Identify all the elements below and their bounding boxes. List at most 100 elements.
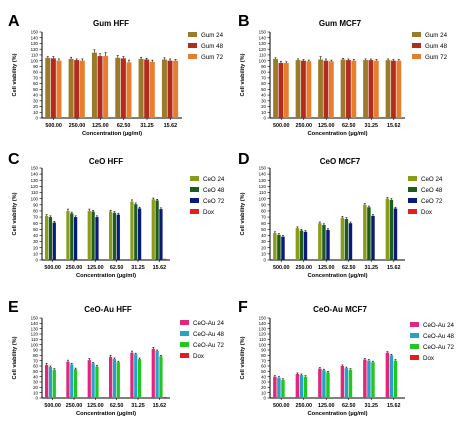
x-tick-label: 125.00 — [92, 123, 109, 129]
y-tick-label: 120 — [31, 184, 39, 189]
x-axis-label: Concentration (µg/ml) — [76, 273, 136, 279]
legend-label: CeO-Au 72 — [423, 344, 455, 351]
x-tick-label: 15.62 — [387, 265, 401, 271]
y-tick-label: 0 — [36, 116, 39, 121]
y-tick-label: 40 — [33, 374, 38, 379]
bar-a-s2-c2 — [103, 56, 109, 118]
legend-swatch — [408, 187, 417, 192]
y-tick-label: 70 — [261, 358, 266, 363]
legend-swatch — [180, 342, 189, 347]
bar-f-s1-c3 — [344, 368, 349, 398]
bar-f-s0-c5 — [385, 352, 390, 398]
y-axis-label: Cell viability (%) — [240, 336, 246, 379]
y-tick-label: 40 — [261, 233, 266, 238]
x-axis-label: Concentration (µg/ml) — [307, 411, 367, 417]
chart-panel-e: E CeO-Au HFF01020304050607080901001101201… — [8, 299, 225, 417]
y-tick-label: 100 — [31, 58, 39, 63]
bar-e-s2-c5 — [159, 356, 163, 398]
y-tick-label: 120 — [259, 47, 267, 52]
y-tick-label: 50 — [33, 369, 38, 374]
bar-b-s1-c4 — [368, 60, 374, 118]
y-tick-label: 140 — [259, 321, 267, 326]
y-tick-label: 90 — [33, 64, 38, 69]
bar-a-s1-c2 — [97, 56, 103, 118]
bar-c-s1-c5 — [155, 200, 159, 260]
bar-e-s2-c2 — [95, 366, 99, 398]
legend-swatch — [190, 176, 199, 181]
legend-swatch — [412, 43, 421, 48]
legend-swatch — [180, 320, 189, 325]
bar-f-s2-c0 — [281, 379, 285, 398]
x-tick-label: 15.62 — [153, 403, 167, 409]
x-tick-label: 31.25 — [131, 265, 145, 271]
y-tick-label: 120 — [259, 332, 267, 337]
y-tick-label: 150 — [259, 166, 267, 171]
bar-c-s0-c1 — [66, 210, 70, 260]
y-tick-label: 130 — [259, 326, 267, 331]
bar-b-s0-c2 — [318, 59, 323, 118]
x-tick-label: 125.00 — [87, 265, 104, 271]
x-tick-label: 62.50 — [110, 265, 124, 271]
x-tick-label: 62.50 — [342, 123, 356, 129]
bar-a-s2-c1 — [79, 60, 85, 118]
bar-b-s1-c3 — [346, 60, 351, 118]
x-axis-label: Concentration (µg/ml) — [307, 273, 367, 279]
y-tick-label: 80 — [261, 70, 266, 75]
y-tick-label: 30 — [33, 380, 38, 385]
bar-e-s0-c1 — [66, 361, 70, 398]
y-tick-label: 60 — [33, 221, 38, 226]
legend-label: Dox — [421, 209, 433, 216]
legend-label: CeO 24 — [421, 176, 443, 183]
y-tick-label: 90 — [33, 202, 38, 207]
y-tick-label: 20 — [261, 245, 266, 250]
bar-d-s2-c5 — [393, 208, 398, 260]
chart-title: Gum HFF — [93, 19, 129, 28]
y-tick-label: 140 — [31, 321, 39, 326]
bar-c-s0-c5 — [151, 199, 155, 260]
y-tick-label: 30 — [261, 380, 266, 385]
bar-e-s0-c5 — [151, 348, 155, 398]
legend-label: Dox — [203, 209, 215, 216]
y-axis-label: Cell viability (%) — [12, 192, 18, 235]
y-tick-label: 50 — [261, 369, 266, 374]
x-axis-label: Concentration (µg/ml) — [307, 131, 367, 137]
x-tick-label: 31.25 — [365, 123, 379, 129]
y-tick-label: 130 — [259, 178, 267, 183]
bar-a-s0-c2 — [91, 52, 97, 118]
x-tick-label: 15.62 — [387, 403, 401, 409]
legend-label: CeO-Au 24 — [193, 320, 225, 327]
legend-label: Gum 72 — [425, 54, 448, 61]
x-axis-label: Concentration (µg/ml) — [76, 411, 136, 417]
bar-e-s1-c4 — [134, 354, 138, 398]
chart-title: CeO-Au HFF — [84, 305, 132, 314]
y-tick-label: 150 — [259, 316, 267, 321]
chart-title: Gum MCF7 — [319, 19, 362, 28]
y-tick-label: 80 — [33, 70, 38, 75]
bar-c-s1-c2 — [91, 211, 95, 260]
bar-b-s1-c2 — [323, 60, 329, 118]
bar-a-s0-c0 — [45, 57, 51, 118]
legend-swatch — [408, 198, 417, 203]
chart-title: CeO HFF — [89, 157, 123, 166]
legend-swatch — [412, 32, 421, 37]
y-tick-label: 110 — [31, 190, 39, 195]
y-tick-label: 130 — [31, 41, 39, 46]
x-tick-label: 250.00 — [296, 403, 313, 409]
x-tick-label: 62.50 — [110, 403, 124, 409]
bar-b-s2-c3 — [351, 60, 357, 118]
bar-f-s2-c1 — [303, 376, 308, 398]
y-tick-label: 20 — [261, 104, 266, 109]
y-tick-label: 100 — [259, 58, 267, 63]
legend-swatch — [410, 322, 419, 327]
y-tick-label: 50 — [261, 227, 266, 232]
y-tick-label: 60 — [261, 221, 266, 226]
bar-c-s2-c5 — [159, 209, 163, 260]
y-tick-label: 140 — [259, 35, 267, 40]
bar-e-s0-c4 — [130, 352, 134, 398]
x-tick-label: 15.62 — [153, 265, 167, 271]
bar-c-s0-c0 — [44, 215, 49, 260]
legend-swatch — [180, 353, 189, 358]
bar-c-s1-c3 — [112, 212, 117, 260]
bar-e-s1-c1 — [70, 364, 74, 398]
x-tick-label: 31.25 — [131, 403, 145, 409]
